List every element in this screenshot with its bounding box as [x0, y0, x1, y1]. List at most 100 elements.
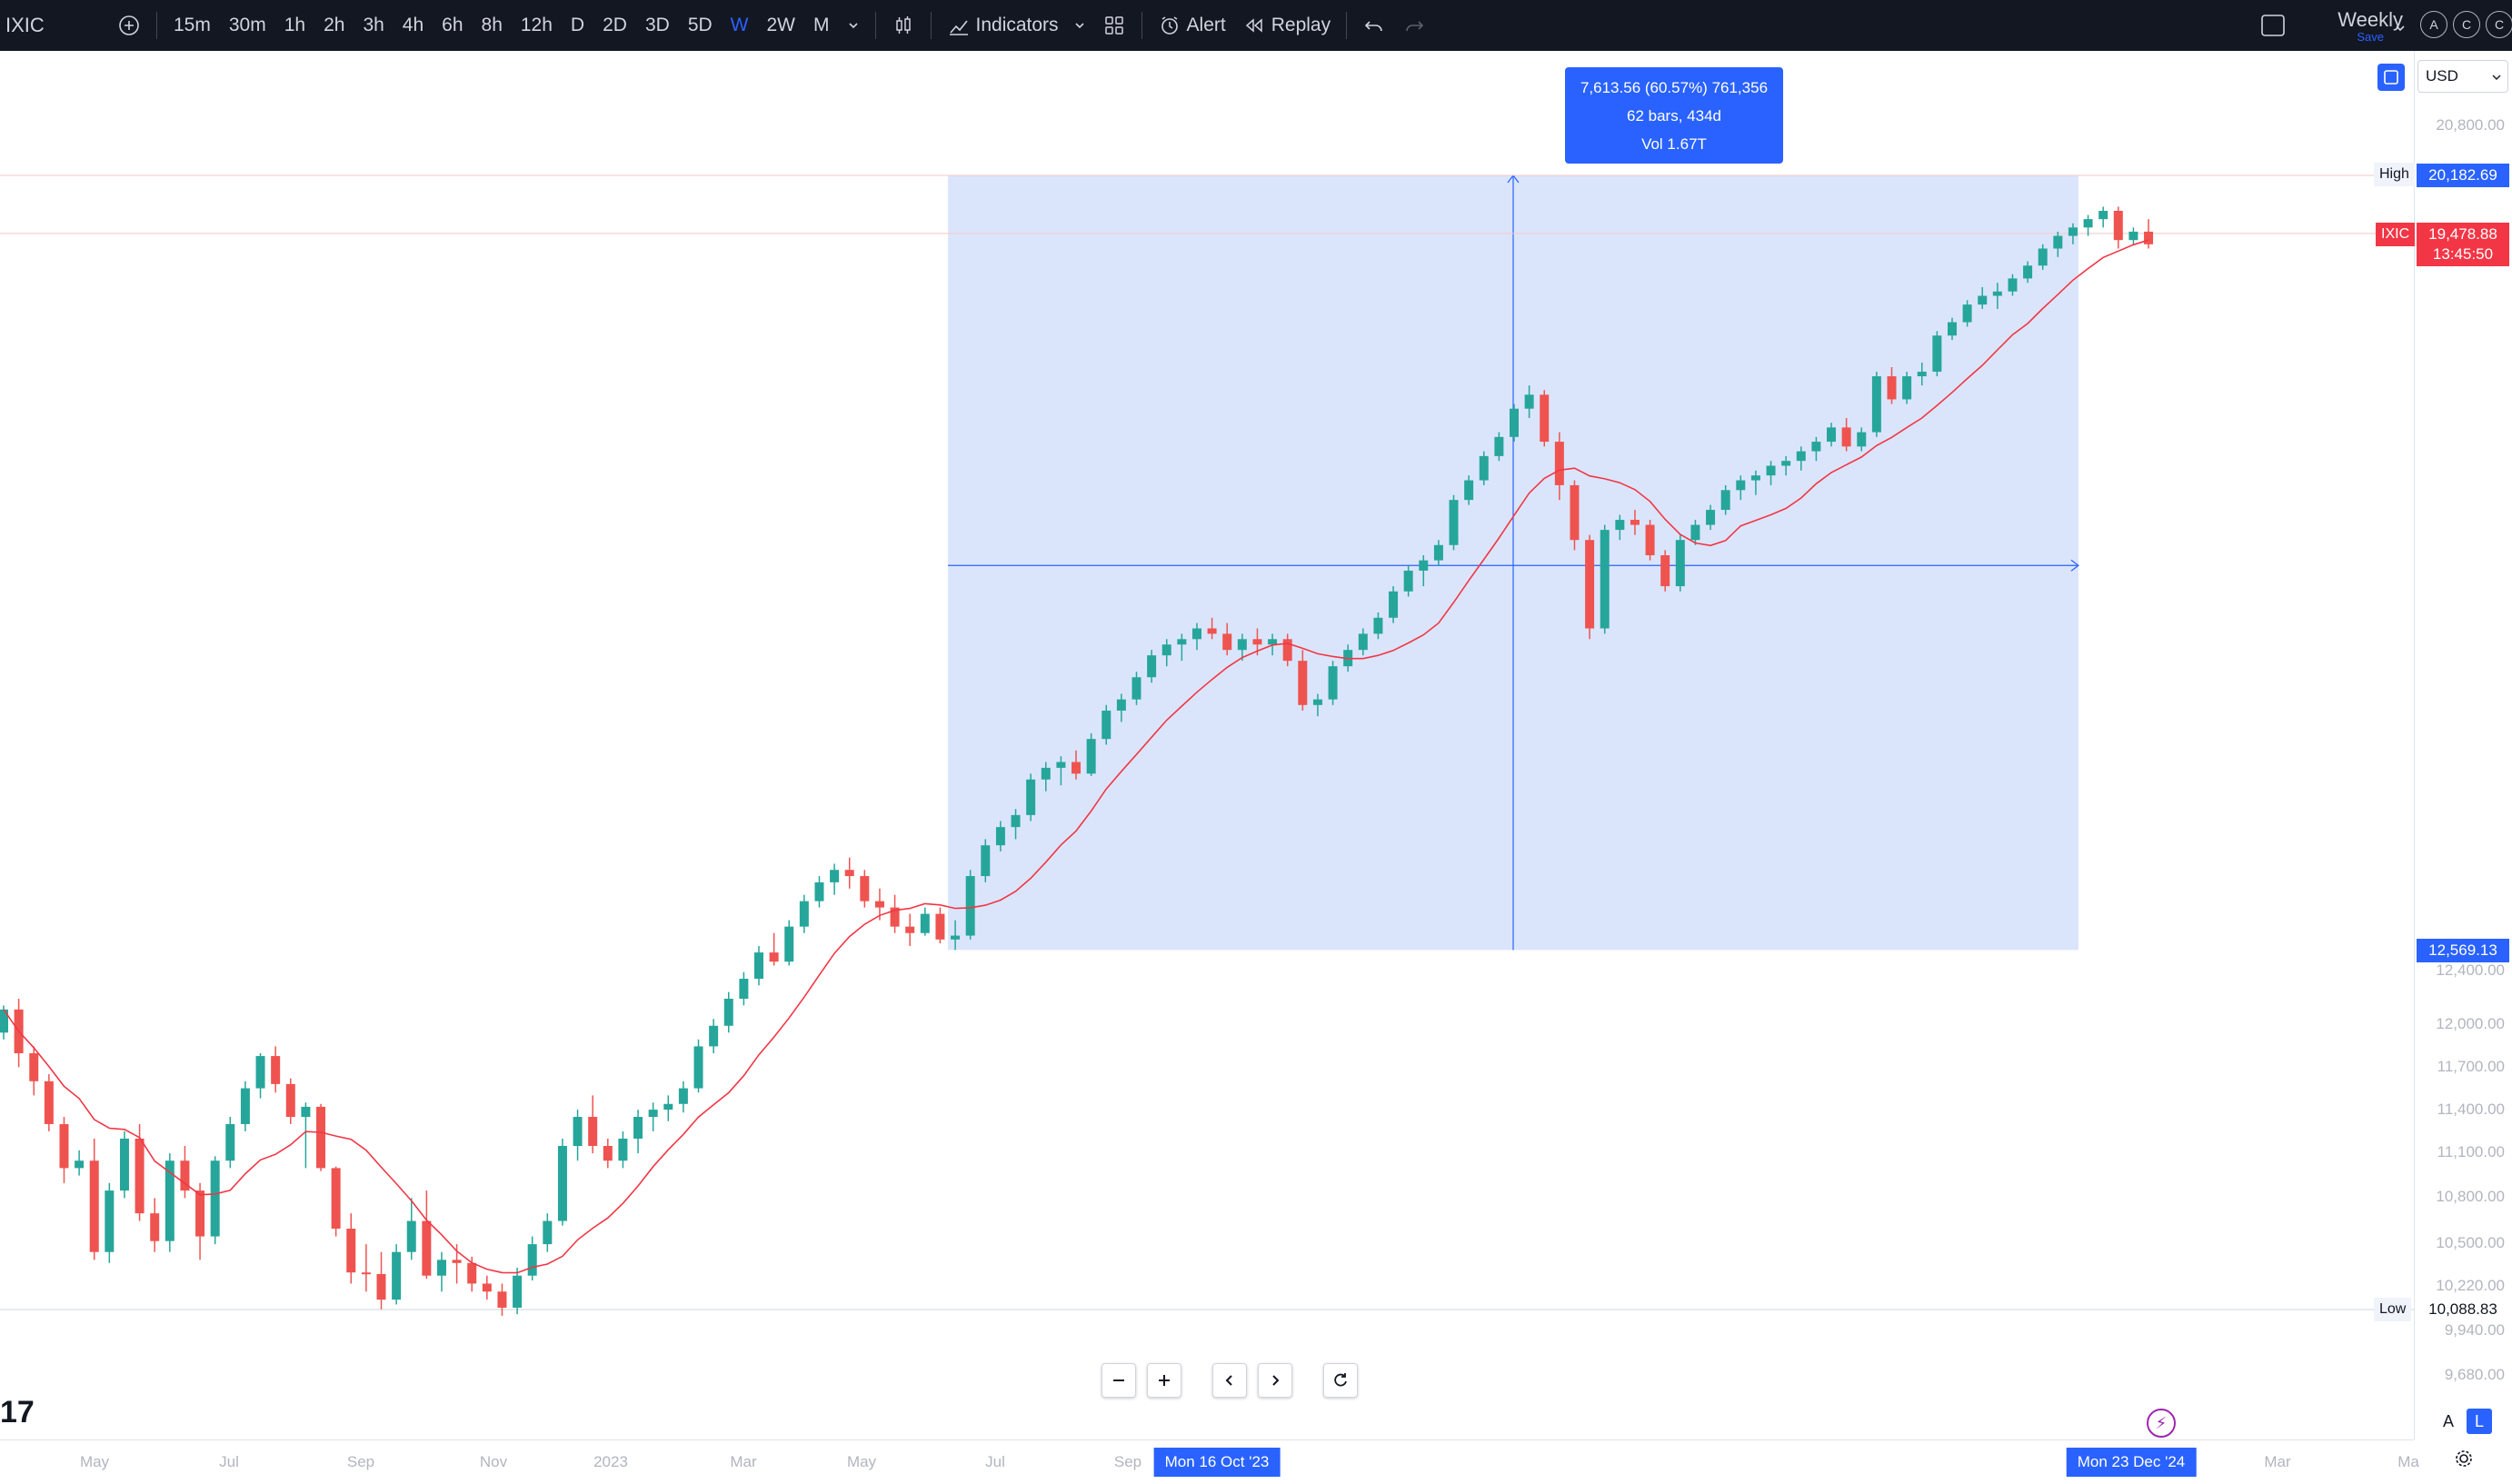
candle-body [1389, 591, 1399, 618]
interval-2h[interactable]: 2h [324, 15, 345, 35]
candle-body [709, 1025, 719, 1047]
candle-body [1086, 739, 1096, 774]
candle-body [1116, 699, 1126, 711]
candle-body [119, 1138, 129, 1191]
candle-body [210, 1160, 220, 1237]
candle-body [2023, 265, 2033, 279]
interval-12h[interactable]: 12h [520, 15, 553, 35]
price-axis-label: 10,800.00 [2436, 1188, 2505, 1205]
candle-body [1781, 461, 1791, 466]
last-price-tag: 19,478.88 [2417, 223, 2509, 246]
log-scale-button[interactable]: L [2467, 1409, 2492, 1434]
price-axis[interactable]: 20,800.00 12,400.00 12,000.00 11,700.00 11,4… [2414, 51, 2512, 1439]
scroll-left-button[interactable] [1212, 1363, 1247, 1398]
interval-d[interactable]: D [570, 15, 585, 35]
layout-name-button[interactable]: Weekly Save [2338, 0, 2403, 51]
candle-body [1827, 427, 1837, 443]
candle-body [1600, 530, 1610, 629]
interval-6h[interactable]: 6h [442, 15, 464, 35]
time-axis-label: May [846, 1453, 877, 1470]
price-chart[interactable] [0, 51, 2414, 1439]
candle-body [2053, 235, 2063, 249]
auto-scale-button[interactable]: A [2442, 1411, 2454, 1430]
candle-body [0, 1009, 8, 1033]
scroll-right-button[interactable] [1258, 1363, 1292, 1398]
layout-chevron-icon[interactable] [2394, 18, 2407, 40]
interval-m[interactable]: M [813, 15, 830, 35]
interval-30m[interactable]: 30m [228, 15, 266, 35]
currency-select[interactable]: USD [2417, 60, 2508, 93]
measure-tooltip: 7,613.56 (60.57%) 761,356 62 bars, 434d … [1565, 67, 1783, 164]
interval-3d[interactable]: 3D [644, 15, 670, 35]
zoom-out-button[interactable] [1101, 1363, 1136, 1398]
candle-body [1041, 767, 1051, 780]
replay-button[interactable]: Replay [1234, 0, 1339, 51]
candle-body [769, 952, 779, 962]
interval-5d[interactable]: 5D [687, 15, 713, 35]
chevron-down-icon [1074, 23, 1084, 29]
candle-body [1524, 394, 1534, 409]
compare-add-icon[interactable] [109, 0, 149, 51]
price-axis-label: 11,100.00 [2437, 1143, 2505, 1160]
candle-body [905, 926, 915, 933]
circle-button-c2[interactable]: C [2486, 11, 2512, 38]
circle-button-c1[interactable]: C [2453, 11, 2480, 38]
redo-icon[interactable] [1394, 0, 1434, 51]
price-axis-label: 9,940.00 [2444, 1321, 2505, 1339]
high-marker-label: High [2374, 163, 2415, 186]
candle-body [225, 1123, 235, 1161]
candle-body [1902, 376, 1912, 400]
candle-body [1796, 451, 1806, 462]
interval-dropdown-chevron-icon[interactable] [839, 0, 868, 51]
candle-body [513, 1275, 523, 1309]
candle-body [935, 913, 945, 940]
interval-w[interactable]: W [730, 15, 749, 35]
templates-grid-icon[interactable] [1094, 0, 1134, 51]
indicators-button[interactable]: Indicators [939, 0, 1094, 51]
interval-3h[interactable]: 3h [363, 15, 384, 35]
candle-body [890, 907, 900, 927]
candle-body [1131, 677, 1141, 700]
candle-body [633, 1116, 643, 1139]
scale-mode-buttons: A L [2436, 1409, 2492, 1434]
lightning-icon[interactable]: ⚡ [2147, 1409, 2176, 1438]
price-axis-label: 11,700.00 [2437, 1058, 2505, 1075]
candle-body [1282, 639, 1292, 662]
price-axis-label: 20,800.00 [2436, 116, 2505, 134]
interval-1h[interactable]: 1h [284, 15, 306, 35]
interval-2w[interactable]: 2W [766, 15, 796, 35]
interval-15m[interactable]: 15m [174, 15, 211, 35]
circle-button-a[interactable]: A [2420, 11, 2447, 38]
candle-body [618, 1138, 628, 1161]
candle-body [1177, 639, 1187, 645]
candle-body [2144, 231, 2154, 244]
candle-body [1660, 554, 1670, 587]
low-marker-label: Low [2374, 1298, 2412, 1321]
undo-icon[interactable] [1354, 0, 1394, 51]
countdown-tag: 13:45:50 [2417, 243, 2509, 266]
candle-body [588, 1116, 598, 1146]
reset-chart-button[interactable] [1323, 1363, 1358, 1398]
interval-8h[interactable]: 8h [481, 15, 503, 35]
alert-button[interactable]: Alert [1150, 0, 1234, 51]
settings-gear-icon[interactable] [2454, 1449, 2474, 1474]
sync-scale-icon[interactable] [2377, 64, 2405, 91]
candle-type-icon[interactable] [883, 0, 923, 51]
candle-body [392, 1251, 402, 1300]
tradingview-logo[interactable]: 17 [0, 1395, 35, 1429]
candle-body [1464, 480, 1474, 501]
zoom-in-button[interactable] [1147, 1363, 1181, 1398]
candle-body [1887, 376, 1897, 400]
time-axis[interactable]: May Jul Sep Nov 2023 Mar May Jul Sep Mar Ma Mon 16 … [0, 1439, 2419, 1484]
fullscreen-square-icon[interactable] [2259, 12, 2287, 45]
interval-2d[interactable]: 2D [603, 15, 627, 35]
interval-4h[interactable]: 4h [402, 15, 424, 35]
high-price-tag: 20,182.69 [2417, 164, 2509, 187]
candle-body [75, 1160, 85, 1169]
interval-list: 15m 30m 1h 2h 3h 4h 6h 8h 12h D 2D 3D 5D W 2W M [164, 0, 839, 51]
symbol-search[interactable]: IXIC [5, 14, 45, 36]
candle-body [422, 1220, 432, 1276]
candle-body [830, 870, 840, 882]
candle-body [1570, 484, 1580, 541]
time-axis-label: May [79, 1453, 110, 1470]
